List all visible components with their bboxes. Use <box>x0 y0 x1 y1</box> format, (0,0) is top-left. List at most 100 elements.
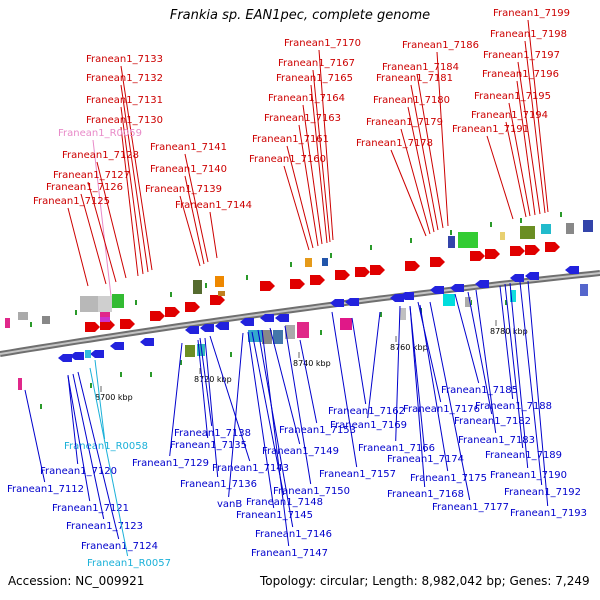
gene-arrow-reverse <box>525 272 539 280</box>
gene-arrow-forward <box>470 251 485 261</box>
gene-leader-line <box>120 65 153 271</box>
gene-arrow-forward <box>100 320 115 330</box>
gene-arrow-forward <box>370 265 385 275</box>
gene-label-bottom: Franean1_7168 <box>387 489 464 500</box>
scale-tick-label: 8780 kbp <box>490 327 528 336</box>
gene-leader-line <box>284 325 312 485</box>
genome-backbone-highlight <box>0 272 600 355</box>
gene-label-top: Franean1_7140 <box>150 164 227 175</box>
gene-leader-line <box>505 121 527 218</box>
accession-text: Accession: NC_009921 <box>8 574 145 588</box>
gene-arrow-reverse <box>330 299 344 307</box>
gene-leader-line <box>24 389 46 483</box>
gene-label-bottom: Franean1_7121 <box>52 503 129 514</box>
scale-tick-label: 8700 kbp <box>95 393 133 402</box>
gene-arrow-reverse <box>260 314 274 322</box>
gene-leader-line <box>499 285 514 400</box>
gene-leader-line <box>199 337 213 427</box>
gene-leader-line <box>351 317 367 405</box>
gene-label-top: Franean1_7164 <box>268 93 345 104</box>
gene-leader-line <box>395 305 401 442</box>
gene-leader-line <box>417 301 442 403</box>
gene-arrow-forward <box>290 279 305 289</box>
gene-label-bottom: Franean1_7192 <box>504 487 581 498</box>
gene-label-bottom: Franean1_7135 <box>170 440 247 451</box>
gene-label-top: Franean1_7198 <box>490 29 567 40</box>
gene-label-bottom: Franean1_7185 <box>441 385 518 396</box>
gene-leader-line <box>407 106 435 233</box>
gene-leader-line <box>400 128 431 235</box>
gene-leader-line <box>516 80 536 216</box>
gene-arrow-forward <box>150 311 165 321</box>
track-marker <box>370 245 372 250</box>
gene-label-bottom: Franean1_7143 <box>212 463 289 474</box>
gene-leader-line <box>454 293 480 384</box>
gene-leader-line <box>67 375 91 502</box>
genome-summary-text: Topology: circular; Length: 8,982,042 bp… <box>260 574 590 588</box>
track-marker <box>505 300 507 305</box>
gene-block <box>583 220 593 232</box>
gene-block <box>5 318 10 328</box>
gene-arrow-forward <box>355 267 370 277</box>
gene-leader-line <box>509 282 529 469</box>
gene-block <box>580 284 588 296</box>
gene-label-bottom: Franean1_7166 <box>358 443 435 454</box>
gene-label-top: Franean1_7160 <box>249 154 326 165</box>
gene-leader-line <box>302 104 323 245</box>
gene-arrow-reverse <box>140 338 154 346</box>
gene-block <box>98 296 112 312</box>
gene-arrow-reverse <box>565 266 579 274</box>
gene-label-top: Franean1_R0059 <box>58 128 142 139</box>
gene-leader-line <box>67 374 79 465</box>
gene-block <box>305 258 312 267</box>
gene-leader-line <box>527 19 549 213</box>
gene-leader-line <box>517 61 541 215</box>
gene-label-bottom: Franean1_7182 <box>454 416 531 427</box>
gene-leader-line <box>72 373 105 520</box>
gene-leader-line <box>299 339 318 424</box>
gene-label-bottom: Franean1_7162 <box>328 406 405 417</box>
gene-block <box>100 312 110 317</box>
track-marker <box>120 372 122 377</box>
gene-label-top: Franean1_7163 <box>264 113 341 124</box>
track-marker <box>450 230 452 235</box>
gene-label-top: Franean1_7196 <box>482 69 559 80</box>
gene-arrow-forward <box>85 322 100 332</box>
track-marker <box>330 253 332 258</box>
track-marker <box>90 383 92 388</box>
gene-arrow-forward <box>335 270 350 280</box>
gene-leader-line <box>527 280 549 507</box>
gene-arrow-reverse <box>400 292 414 300</box>
gene-arrow-forward <box>165 307 180 317</box>
gene-leader-line <box>283 165 310 251</box>
gene-arrow-forward <box>485 249 500 259</box>
gene-leader-line <box>169 342 183 457</box>
track-marker <box>205 283 207 288</box>
gene-leader-line <box>87 181 117 283</box>
track-marker <box>490 222 492 227</box>
track-marker <box>410 238 412 243</box>
gene-leader-line <box>410 84 439 231</box>
gene-leader-line <box>257 329 294 528</box>
gene-block <box>510 290 516 302</box>
gene-label-bottom: Franean1_7153 <box>279 425 356 436</box>
gene-label-bottom: Franean1_7123 <box>66 521 143 532</box>
gene-block <box>185 345 195 357</box>
gene-leader-line <box>298 124 319 247</box>
gene-label-top: Franean1_7179 <box>366 117 443 128</box>
track-marker <box>180 360 182 365</box>
gene-block <box>193 280 202 294</box>
gene-arrow-reverse <box>345 298 359 306</box>
gene-arrow-reverse <box>475 280 489 288</box>
gene-leader-line <box>96 161 127 279</box>
gene-leader-line <box>92 139 112 297</box>
gene-block <box>18 378 22 390</box>
gene-label-bottom: Franean1_7136 <box>180 479 257 490</box>
gene-label-top: Franean1_7184 <box>382 62 459 73</box>
gene-arrow-reverse <box>275 314 289 322</box>
gene-arrow-forward <box>120 319 135 329</box>
gene-leader-line <box>504 283 524 449</box>
gene-label-top: Franean1_7130 <box>86 115 163 126</box>
gene-leader-line <box>310 84 328 244</box>
